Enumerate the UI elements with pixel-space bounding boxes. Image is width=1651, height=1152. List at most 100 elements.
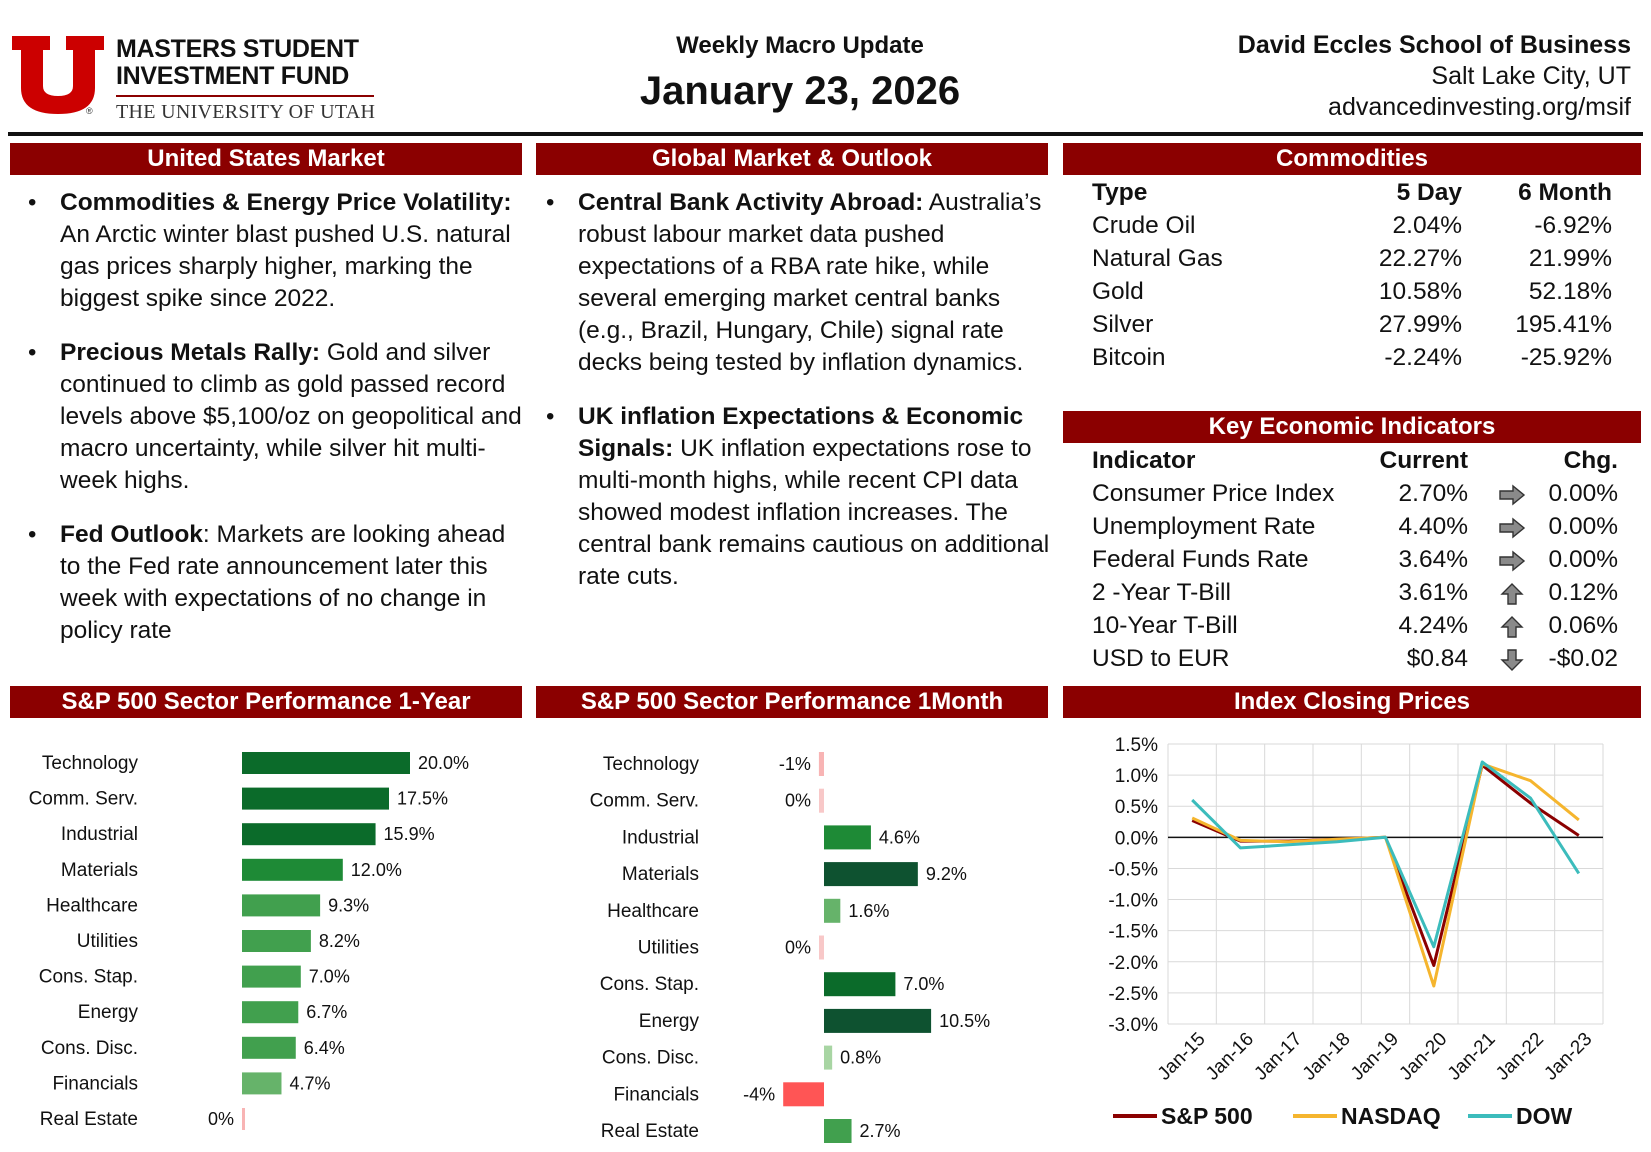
sector-bar (824, 898, 841, 923)
x-tick-label: Jan-20 (1395, 1029, 1451, 1085)
data-label: 4.6% (879, 827, 920, 847)
global-market-bullets: Central Bank Activity Abroad: Australia’… (530, 187, 1050, 615)
index-prices-header: Index Closing Prices (1063, 686, 1641, 718)
sector-1year-chart: Technology 20.0% Comm. Serv. 17.5% Industria… (29, 752, 469, 1130)
school-info: David Eccles School of Business Salt Lak… (1238, 30, 1631, 123)
global-bullet-central-banks-lead: Central Bank Activity Abroad: (578, 189, 924, 216)
us-bullet-metals-lead: Precious Metals Rally: (60, 339, 321, 366)
indicators-col-change: Chg. (1563, 447, 1618, 474)
msif-logo: ® MASTERS STUDENT INVESTMENT FUND THE UN… (12, 36, 376, 123)
commodity-5day: 10.58% (1378, 278, 1462, 305)
commodities-table: Type 5 Day 6 Month Crude Oil 2.04% -6.92% N… (1092, 176, 1612, 374)
indicator-name: 2 -Year T-Bill (1092, 579, 1231, 606)
indicator-name: 10-Year T-Bill (1092, 612, 1238, 639)
logo-title-line2: INVESTMENT FUND (116, 62, 350, 90)
sector-bar (242, 787, 389, 810)
global-market-header: Global Market & Outlook (536, 143, 1048, 175)
us-bullet-metals: Precious Metals Rally: Gold and silver c… (12, 337, 532, 497)
report-subtitle: Weekly Macro Update (676, 32, 924, 59)
category-label: Cons. Disc. (41, 1038, 138, 1059)
sector-bar (242, 930, 311, 952)
indicators-col-current: Current (1379, 447, 1468, 474)
legend-label: DOW (1516, 1103, 1573, 1129)
report-heading: Weekly Macro Update January 23, 2026 (560, 30, 1040, 116)
sector-bar (242, 752, 410, 774)
us-bullet-energy-text: An Arctic winter blast pushed U.S. natur… (60, 221, 511, 312)
global-bullet-uk-inflation-lead: UK inflation Expectations & Economic Sig… (578, 403, 1024, 462)
indicator-name: USD to EUR (1092, 645, 1230, 672)
us-market-bullets: Commodities & Energy Price Volatility: A… (12, 187, 532, 669)
sector-1year-header: S&P 500 Sector Performance 1-Year (10, 686, 522, 718)
category-label: Cons. Disc. (602, 1048, 699, 1069)
right-arrow-icon (1498, 548, 1526, 581)
sector-bar (824, 1119, 852, 1143)
category-label: Energy (639, 1011, 700, 1032)
y-tick-label: 0.0% (1115, 828, 1158, 849)
global-bullet-uk-inflation: UK inflation Expectations & Economic Sig… (530, 401, 1050, 593)
commodity-row: Bitcoin -2.24% -25.92% (1092, 341, 1612, 374)
x-tick-label: Jan-22 (1492, 1029, 1548, 1085)
indicator-row: Consumer Price Index 2.70% 0.00% (1092, 477, 1618, 510)
sector-bar (242, 1072, 282, 1095)
y-tick-label: -2.5% (1108, 984, 1158, 1005)
sector-bar (824, 825, 871, 850)
university-u-logo-icon: ® (12, 36, 104, 116)
school-website[interactable]: advancedinvesting.org/msif (1328, 93, 1631, 121)
commodity-name: Natural Gas (1092, 245, 1223, 272)
data-label: 20.0% (418, 753, 469, 773)
indicators-header: Key Economic Indicators (1063, 411, 1641, 443)
sector-bar (242, 1001, 299, 1024)
right-arrow-icon (1498, 515, 1526, 548)
x-tick-label: Jan-21 (1444, 1029, 1500, 1085)
index-prices-chart: 1.5% 1.0% 0.5% 0.0% -0.5% -1.0% -1.5% -2.0% -2.5… (1108, 735, 1604, 1129)
data-label: 7.0% (903, 974, 944, 994)
legend-label: NASDAQ (1341, 1103, 1441, 1129)
us-bullet-metals-text: Gold and silver continued to climb as go… (60, 339, 522, 494)
x-tick-label: Jan-18 (1299, 1029, 1355, 1085)
data-label: -4% (743, 1084, 775, 1104)
commodity-5day: 27.99% (1378, 311, 1462, 338)
x-tick-label: Jan-17 (1250, 1029, 1306, 1085)
category-label: Materials (622, 864, 699, 885)
sector-bar (824, 862, 918, 887)
up-arrow-icon (1498, 614, 1526, 647)
category-label: Technology (42, 753, 139, 774)
y-tick-label: 0.5% (1115, 797, 1158, 818)
commodity-6month: -6.92% (1534, 212, 1612, 239)
indicator-change: 0.00% (1548, 546, 1618, 573)
header-divider (8, 132, 1643, 136)
category-label: Energy (78, 1002, 139, 1023)
data-label: 0% (785, 938, 811, 958)
sector-bar (819, 935, 824, 960)
down-arrow-icon (1498, 647, 1526, 680)
indicator-current: 3.61% (1398, 579, 1468, 606)
indicator-name: Federal Funds Rate (1092, 546, 1309, 573)
indicator-change: 0.12% (1548, 579, 1618, 606)
logo-university: THE UNIVERSITY OF UTAH (116, 101, 376, 123)
us-bullet-fed-text: : Markets are looking ahead to the Fed r… (60, 521, 506, 644)
data-label: 10.5% (939, 1011, 990, 1031)
data-label: 6.4% (304, 1038, 345, 1058)
y-tick-label: -3.0% (1108, 1015, 1158, 1036)
indicator-current: 4.40% (1398, 513, 1468, 540)
commodity-6month: 21.99% (1528, 245, 1612, 272)
category-label: Utilities (77, 931, 138, 952)
indicators-header-row: Indicator Current Chg. (1092, 444, 1618, 477)
y-tick-label: 1.0% (1115, 766, 1158, 787)
series-line (1191, 760, 1581, 949)
school-name: David Eccles School of Business (1237, 31, 1631, 59)
indicators-col-indicator: Indicator (1092, 447, 1196, 474)
commodities-header: Commodities (1063, 143, 1641, 175)
data-label: 7.0% (309, 967, 350, 987)
legend-label: S&P 500 (1161, 1103, 1253, 1129)
indicator-name: Unemployment Rate (1092, 513, 1316, 540)
data-label: 0.8% (840, 1048, 881, 1068)
data-label: 2.7% (860, 1121, 901, 1141)
indicator-current: $0.84 (1406, 645, 1468, 672)
data-label: 8.2% (319, 931, 360, 951)
commodity-name: Crude Oil (1092, 212, 1196, 239)
indicators-table: Indicator Current Chg. Consumer Price In… (1092, 444, 1618, 675)
svg-text:®: ® (86, 106, 93, 116)
category-label: Financials (52, 1073, 138, 1094)
category-label: Technology (603, 754, 700, 775)
